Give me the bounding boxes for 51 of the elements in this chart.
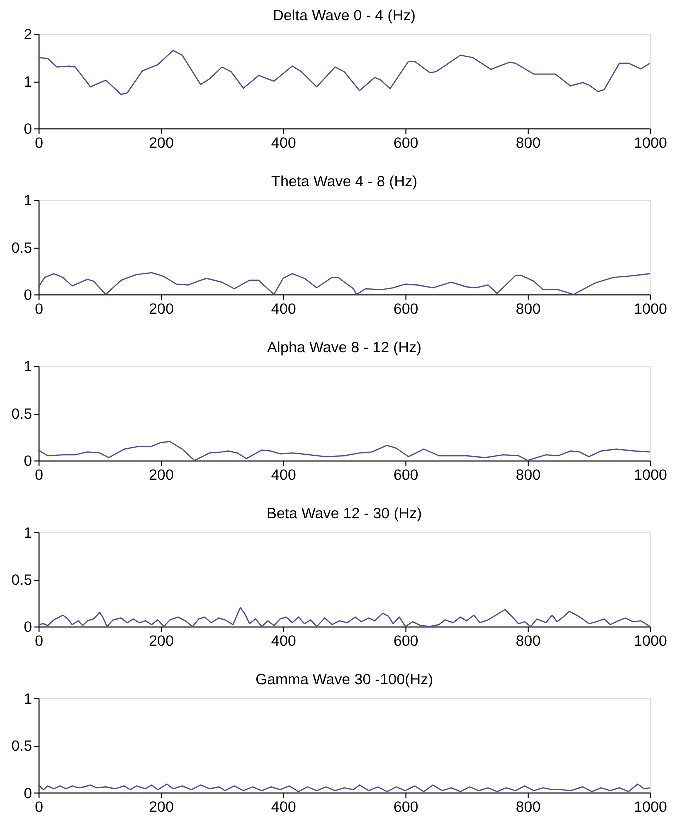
y-tick-label: 1 <box>24 526 32 542</box>
y-tick-label: 2 <box>24 28 32 44</box>
y-tick-label: 0 <box>24 620 32 636</box>
y-tick-label: 0.5 <box>12 406 32 423</box>
y-tick-label: 0 <box>24 454 32 470</box>
x-tick-label: 1000 <box>634 468 668 484</box>
line-series <box>38 50 651 96</box>
x-tick-label: 200 <box>149 136 174 152</box>
x-tick-label: 600 <box>394 302 419 318</box>
x-tick-label: 200 <box>149 468 174 484</box>
y-tick-label: 0 <box>24 122 32 138</box>
x-tick-label: 200 <box>149 302 174 318</box>
y-tick-label: 1 <box>24 360 32 376</box>
y-tick-label: 1 <box>24 692 32 708</box>
x-tick-label: 600 <box>394 800 419 816</box>
x-tick-label: 0 <box>35 468 44 484</box>
x-tick-label: 0 <box>35 800 44 816</box>
chart-title: Theta Wave 4 - 8 (Hz) <box>271 174 418 190</box>
x-tick-label: 0 <box>35 136 44 152</box>
x-tick-label: 200 <box>149 800 174 816</box>
x-tick-label: 400 <box>271 800 296 816</box>
x-tick-label: 800 <box>516 136 541 152</box>
chart-title: Delta Wave 0 - 4 (Hz) <box>273 8 416 24</box>
x-tick-label: 800 <box>516 634 541 650</box>
y-tick-label: 0 <box>24 288 32 304</box>
x-tick-label: 800 <box>516 468 541 484</box>
x-tick-label: 1000 <box>634 634 668 650</box>
x-tick-label: 400 <box>271 136 296 152</box>
x-tick-label: 400 <box>271 302 296 318</box>
y-tick-label: 0.5 <box>12 572 32 589</box>
y-tick-label: 0.5 <box>12 739 32 756</box>
x-tick-label: 0 <box>35 302 44 318</box>
chart-title: Beta Wave 12 - 30 (Hz) <box>266 506 422 522</box>
y-tick-label: 0 <box>24 786 32 802</box>
x-tick-label: 200 <box>149 634 174 650</box>
x-tick-label: 600 <box>394 136 419 152</box>
x-tick-label: 800 <box>516 800 541 816</box>
y-tick-label: 1 <box>24 194 32 210</box>
x-tick-label: 400 <box>271 634 296 650</box>
chart-title: Alpha Wave 8 - 12 (Hz) <box>267 340 422 356</box>
x-tick-label: 1000 <box>634 136 668 152</box>
chart-title: Gamma Wave 30 -100(Hz) <box>256 672 434 688</box>
x-tick-label: 800 <box>516 302 541 318</box>
x-tick-label: 400 <box>271 468 296 484</box>
y-tick-label: 1 <box>24 74 32 91</box>
x-tick-label: 600 <box>394 468 419 484</box>
x-tick-label: 0 <box>35 634 44 650</box>
x-tick-label: 1000 <box>634 302 668 318</box>
y-tick-label: 0.5 <box>12 240 32 257</box>
x-tick-label: 1000 <box>634 800 668 816</box>
x-tick-label: 600 <box>394 634 419 650</box>
